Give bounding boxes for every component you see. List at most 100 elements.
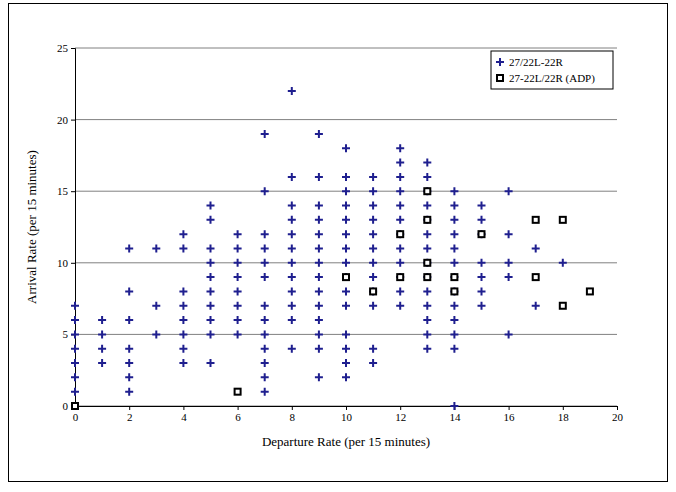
point bbox=[288, 273, 296, 281]
point bbox=[234, 273, 242, 281]
point bbox=[207, 359, 215, 367]
point bbox=[288, 316, 296, 324]
point bbox=[72, 403, 78, 409]
point bbox=[315, 273, 323, 281]
point bbox=[396, 202, 404, 210]
point bbox=[288, 302, 296, 310]
tick-mark bbox=[71, 263, 75, 264]
point bbox=[451, 288, 457, 294]
point bbox=[478, 273, 486, 281]
point bbox=[396, 173, 404, 181]
tick-label: 8 bbox=[290, 411, 296, 423]
point bbox=[369, 202, 377, 210]
point bbox=[125, 316, 133, 324]
point bbox=[261, 130, 269, 138]
tick-label: 6 bbox=[235, 411, 241, 423]
point bbox=[369, 287, 377, 295]
point bbox=[369, 244, 377, 252]
point bbox=[261, 373, 269, 381]
point bbox=[315, 202, 323, 210]
point bbox=[342, 359, 350, 367]
point bbox=[450, 316, 458, 324]
point bbox=[315, 316, 323, 324]
point bbox=[450, 244, 458, 252]
point bbox=[533, 274, 539, 280]
tick-mark bbox=[509, 406, 510, 410]
point bbox=[342, 216, 350, 224]
point bbox=[71, 345, 79, 353]
tick-label: 10 bbox=[57, 257, 69, 269]
point bbox=[505, 259, 513, 267]
point bbox=[423, 216, 431, 224]
tick: 20 bbox=[57, 114, 75, 126]
point bbox=[396, 230, 404, 238]
point bbox=[450, 345, 458, 353]
point bbox=[207, 259, 215, 267]
point bbox=[152, 330, 160, 338]
point bbox=[478, 259, 486, 267]
point bbox=[505, 273, 513, 281]
point bbox=[396, 216, 404, 224]
point bbox=[98, 330, 106, 338]
point bbox=[397, 231, 403, 237]
point bbox=[342, 202, 350, 210]
point bbox=[261, 359, 269, 367]
legend: 27/22L-22R27-22L/22R (ADP) bbox=[491, 51, 613, 89]
tick-label: 16 bbox=[504, 411, 515, 423]
point bbox=[71, 402, 79, 410]
tick: 4 bbox=[181, 406, 187, 423]
point bbox=[207, 216, 215, 224]
point bbox=[478, 216, 486, 224]
point bbox=[423, 345, 431, 353]
point bbox=[152, 244, 160, 252]
grid bbox=[75, 48, 617, 406]
point bbox=[315, 259, 323, 267]
tick: 8 bbox=[290, 406, 296, 423]
point bbox=[369, 345, 377, 353]
tick-mark bbox=[71, 48, 75, 49]
point bbox=[288, 230, 296, 238]
point bbox=[152, 302, 160, 310]
point bbox=[342, 273, 350, 281]
point bbox=[261, 330, 269, 338]
tick: 15 bbox=[57, 185, 75, 197]
point bbox=[424, 188, 430, 194]
point bbox=[342, 259, 350, 267]
point bbox=[125, 244, 133, 252]
legend-marker bbox=[496, 58, 504, 66]
point bbox=[125, 359, 133, 367]
point bbox=[423, 230, 431, 238]
point bbox=[342, 230, 350, 238]
axis-line bbox=[76, 407, 618, 411]
tick: 18 bbox=[558, 406, 570, 423]
point bbox=[234, 230, 242, 238]
point bbox=[397, 274, 403, 280]
point bbox=[423, 316, 431, 324]
tick: 2 bbox=[127, 406, 133, 423]
point bbox=[342, 373, 350, 381]
point bbox=[71, 330, 79, 338]
point bbox=[288, 216, 296, 224]
point bbox=[261, 230, 269, 238]
point bbox=[207, 287, 215, 295]
point bbox=[234, 287, 242, 295]
tick-label: 18 bbox=[558, 411, 570, 423]
tick-label: 12 bbox=[395, 411, 406, 423]
point bbox=[423, 302, 431, 310]
point bbox=[261, 187, 269, 195]
point bbox=[450, 216, 458, 224]
point bbox=[342, 173, 350, 181]
point bbox=[288, 259, 296, 267]
point bbox=[261, 316, 269, 324]
point bbox=[234, 244, 242, 252]
tick: 12 bbox=[395, 406, 406, 423]
tick-mark bbox=[617, 406, 618, 410]
tick-label: 25 bbox=[57, 42, 69, 54]
point bbox=[560, 217, 566, 223]
point bbox=[423, 273, 431, 281]
point bbox=[533, 217, 539, 223]
point bbox=[315, 373, 323, 381]
point bbox=[315, 230, 323, 238]
point bbox=[207, 316, 215, 324]
point bbox=[559, 259, 567, 267]
